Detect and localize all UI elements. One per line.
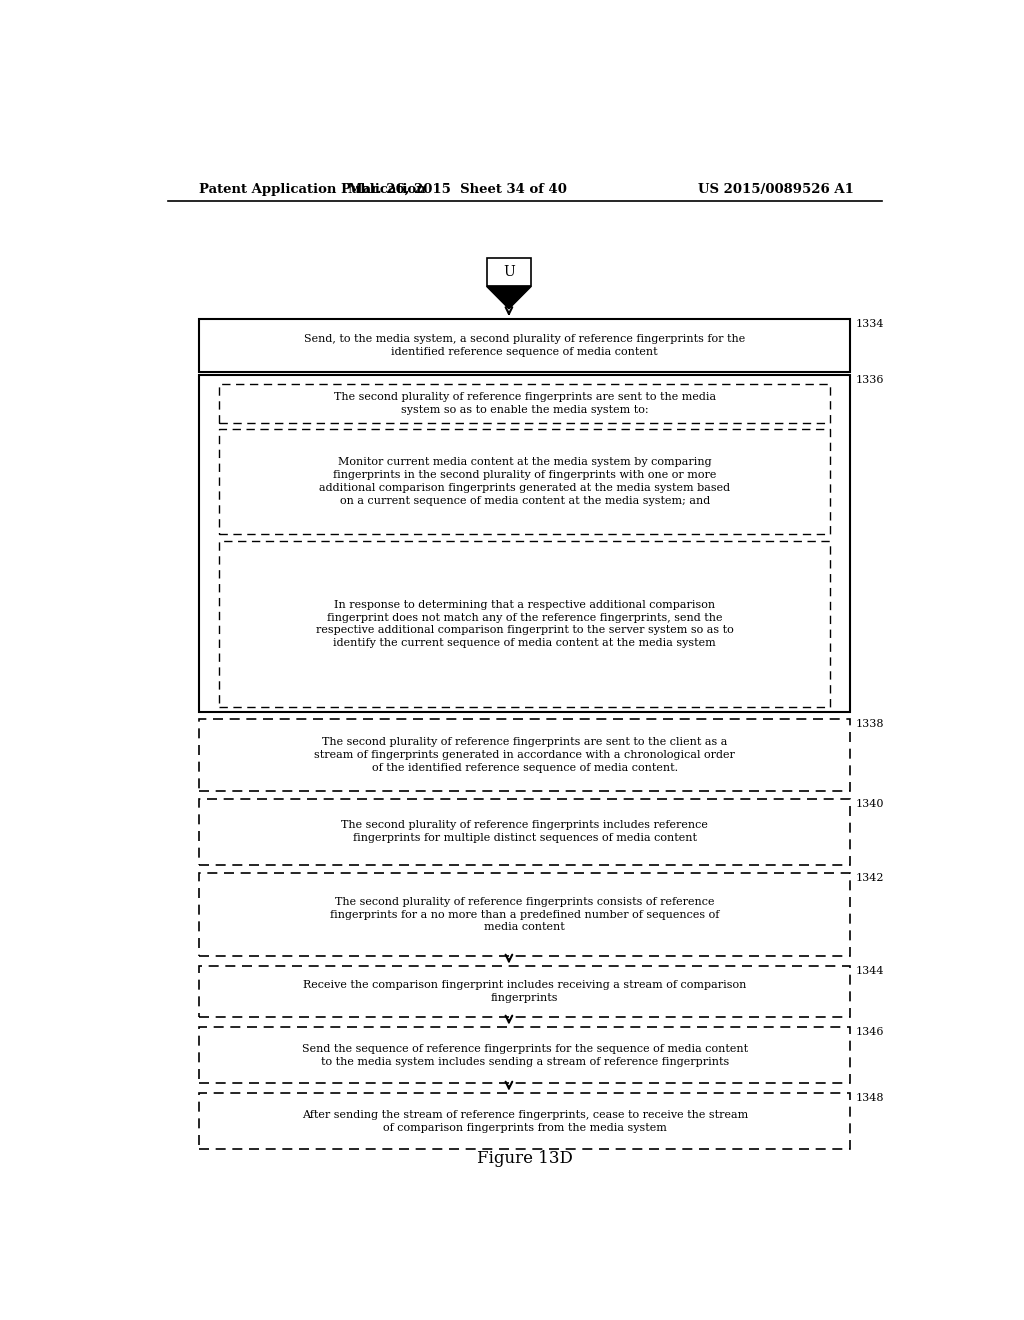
Text: Patent Application Publication: Patent Application Publication	[200, 183, 426, 195]
Text: Receive the comparison fingerprint includes receiving a stream of comparison
fin: Receive the comparison fingerprint inclu…	[303, 981, 746, 1003]
Text: 1346: 1346	[856, 1027, 885, 1038]
Text: After sending the stream of reference fingerprints, cease to receive the stream
: After sending the stream of reference fi…	[302, 1110, 748, 1133]
FancyBboxPatch shape	[200, 1027, 850, 1084]
FancyBboxPatch shape	[219, 541, 830, 708]
Text: The second plurality of reference fingerprints are sent to the media
system so a: The second plurality of reference finger…	[334, 392, 716, 414]
FancyBboxPatch shape	[200, 719, 850, 791]
Text: Send the sequence of reference fingerprints for the sequence of media content
to: Send the sequence of reference fingerpri…	[302, 1044, 748, 1067]
Text: The second plurality of reference fingerprints are sent to the client as a
strea: The second plurality of reference finger…	[314, 738, 735, 772]
FancyBboxPatch shape	[200, 873, 850, 956]
Text: US 2015/0089526 A1: US 2015/0089526 A1	[698, 183, 854, 195]
FancyBboxPatch shape	[219, 429, 830, 535]
Text: Mar. 26, 2015  Sheet 34 of 40: Mar. 26, 2015 Sheet 34 of 40	[348, 183, 566, 195]
Text: 1344: 1344	[856, 966, 885, 977]
Polygon shape	[486, 286, 531, 309]
FancyBboxPatch shape	[200, 966, 850, 1018]
Text: 1340: 1340	[856, 799, 885, 809]
Text: Send, to the media system, a second plurality of reference fingerprints for the
: Send, to the media system, a second plur…	[304, 334, 745, 356]
Text: U: U	[503, 265, 515, 280]
Text: The second plurality of reference fingerprints includes reference
fingerprints f: The second plurality of reference finger…	[341, 820, 709, 843]
Text: Figure 13D: Figure 13D	[477, 1150, 572, 1167]
Text: 1334: 1334	[856, 319, 885, 329]
Text: In response to determining that a respective additional comparison
fingerprint d: In response to determining that a respec…	[316, 599, 733, 648]
FancyBboxPatch shape	[200, 319, 850, 372]
FancyBboxPatch shape	[200, 799, 850, 865]
Text: 1348: 1348	[856, 1093, 885, 1104]
FancyBboxPatch shape	[486, 257, 531, 286]
Text: 1336: 1336	[856, 375, 885, 385]
FancyBboxPatch shape	[200, 1093, 850, 1150]
Text: 1342: 1342	[856, 873, 885, 883]
Text: Monitor current media content at the media system by comparing
fingerprints in t: Monitor current media content at the med…	[319, 458, 730, 506]
Text: 1338: 1338	[856, 719, 885, 730]
Text: The second plurality of reference fingerprints consists of reference
fingerprint: The second plurality of reference finger…	[330, 896, 720, 932]
FancyBboxPatch shape	[200, 375, 850, 713]
FancyBboxPatch shape	[219, 384, 830, 422]
